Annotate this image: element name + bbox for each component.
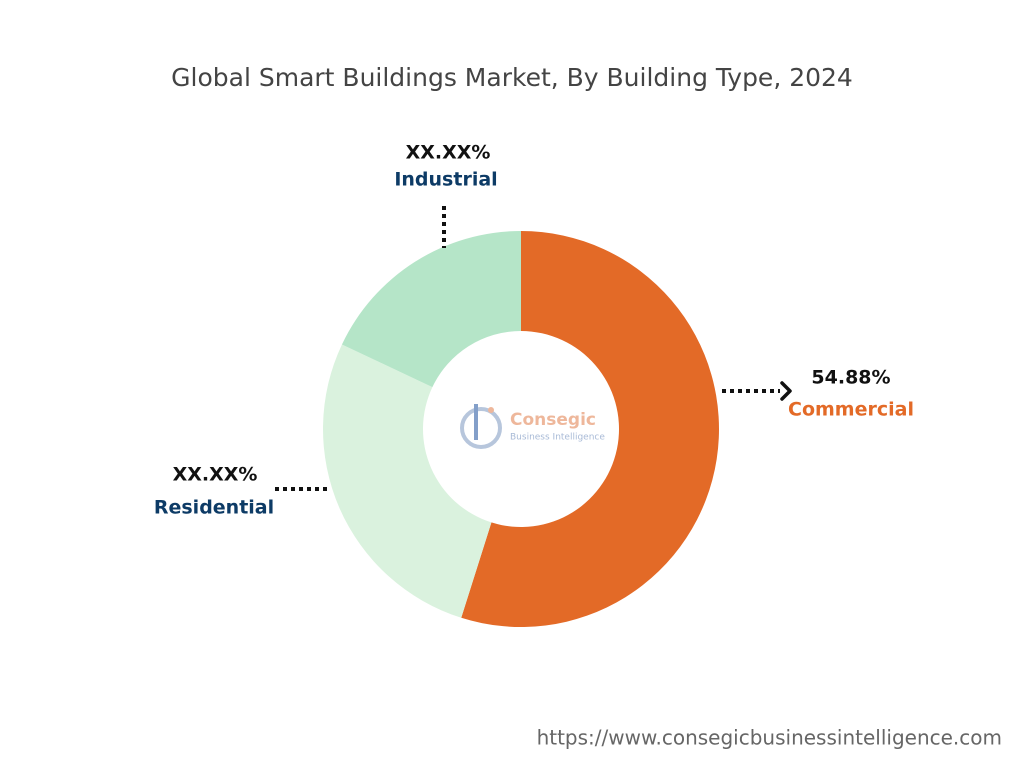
value-label: 54.88% <box>811 367 890 389</box>
category-label: Residential <box>154 497 274 519</box>
logo-tagline: Business Intelligence <box>510 433 605 443</box>
source-url: https://www.consegicbusinessintelligence… <box>537 726 1002 750</box>
category-label: Industrial <box>394 169 497 191</box>
logo-dot <box>488 407 494 413</box>
logo: Consegic Business Intelligence <box>460 404 605 449</box>
value-label: XX.XX% <box>173 464 258 486</box>
logo-name: Consegic <box>510 410 596 430</box>
category-label: Commercial <box>788 399 914 421</box>
donut-slice <box>323 344 492 618</box>
labels: 54.88% Commercial XX.XX% Residential XX.XX% I… <box>154 142 914 519</box>
donut <box>323 231 720 627</box>
donut-slice <box>461 231 720 627</box>
value-label: XX.XX% <box>406 142 491 164</box>
donut-slice <box>341 231 521 388</box>
chart-title: Global Smart Buildings Market, By Buildi… <box>171 63 853 92</box>
logo-ring <box>460 407 502 449</box>
leader-arrow <box>780 381 792 401</box>
